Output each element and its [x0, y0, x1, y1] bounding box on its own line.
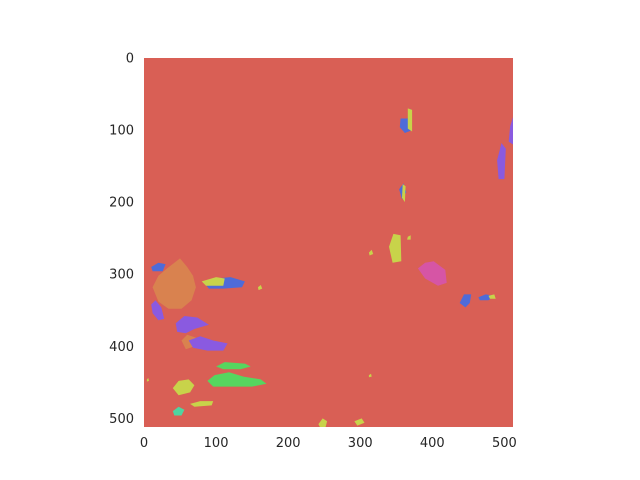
segment-magenta-9: [417, 261, 447, 286]
y-tick-label: 400: [109, 340, 134, 355]
segment-yellow-7: [407, 235, 411, 240]
y-axis: 0 100 200 300 400 500: [109, 52, 134, 427]
x-tick-label: 100: [204, 436, 229, 451]
background-class-region: [144, 58, 513, 427]
plot-area: [144, 58, 513, 427]
y-tick-label: 500: [109, 412, 134, 427]
segment-yellow-28: [354, 418, 365, 426]
segment-yellow-27: [318, 418, 328, 427]
x-tick-label: 400: [420, 436, 445, 451]
segment-yellow-12: [488, 294, 496, 299]
segment-violet-21: [188, 336, 228, 351]
segment-teal-26: [172, 406, 185, 416]
x-tick-label: 200: [276, 436, 301, 451]
y-tick-label: 200: [109, 196, 134, 211]
x-tick-label: 500: [492, 436, 517, 451]
x-tick-label: 0: [140, 436, 148, 451]
segment-violet-2: [508, 117, 513, 145]
segment-violet-15: [151, 300, 165, 321]
segment-yellow-5: [402, 184, 406, 203]
segment-slate-blue-10: [459, 294, 472, 308]
segment-green-22: [216, 362, 251, 370]
segment-yellow-6: [389, 233, 402, 263]
segment-yellow-24: [172, 379, 195, 396]
segment-violet-3: [497, 143, 506, 180]
x-tick-label: 300: [348, 436, 373, 451]
segment-violet-19: [175, 316, 209, 334]
y-tick-label: 100: [109, 124, 134, 139]
segment-yellow-25: [190, 401, 214, 407]
segment-yellow-29: [368, 373, 372, 378]
segment-slate-blue-14: [151, 262, 166, 272]
segment-yellow-18: [257, 285, 263, 291]
segment-yellow-17: [201, 277, 225, 286]
segment-orange-13: [152, 258, 196, 309]
segment-green-23: [207, 372, 267, 387]
segment-yellow-1: [407, 108, 413, 132]
segment-yellow-30: [146, 378, 149, 382]
y-tick-label: 300: [109, 268, 134, 283]
y-tick-label: 0: [126, 52, 134, 67]
x-axis: 0 100 200 300 400 500: [140, 436, 517, 451]
segment-yellow-8: [368, 249, 374, 256]
